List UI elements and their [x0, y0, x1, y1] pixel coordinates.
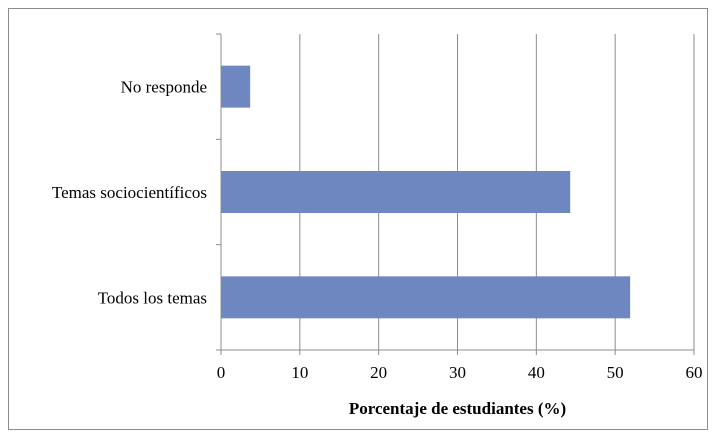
x-tick-label: 60	[686, 363, 703, 382]
category-label: Temas sociocientíficos	[52, 183, 207, 202]
category-label: Todos los temas	[98, 288, 207, 307]
bars	[221, 65, 631, 319]
bar-2	[221, 276, 631, 319]
x-axis-title: Porcentaje de estudiantes (%)	[349, 399, 566, 418]
x-tick-label: 0	[217, 363, 226, 382]
x-tick-label: 10	[291, 363, 308, 382]
x-tick-label: 40	[528, 363, 545, 382]
x-tick-label: 30	[449, 363, 466, 382]
axes	[216, 33, 695, 355]
labels: 0 10 20 30 40 50 60 No responde Temas sociocient…	[52, 78, 703, 382]
category-label: No responde	[121, 78, 207, 97]
chart-frame	[8, 8, 708, 430]
bar-0	[221, 65, 251, 108]
x-tick-label: 20	[370, 363, 387, 382]
bar-1	[221, 171, 571, 213]
x-tick-label: 50	[607, 363, 624, 382]
